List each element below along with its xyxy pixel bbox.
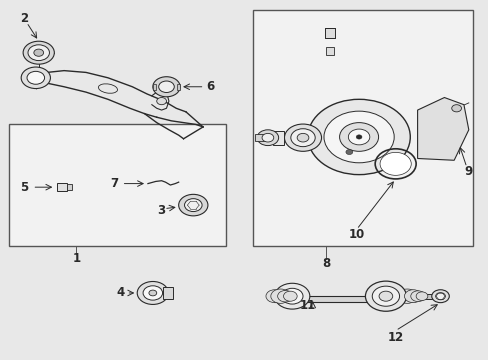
Circle shape <box>262 134 273 142</box>
Bar <box>325 28 334 39</box>
Circle shape <box>184 199 202 212</box>
Text: 8: 8 <box>322 257 330 270</box>
Circle shape <box>451 105 461 112</box>
Bar <box>153 84 156 90</box>
Circle shape <box>284 124 321 151</box>
Circle shape <box>28 45 49 60</box>
Circle shape <box>435 293 445 300</box>
Circle shape <box>281 288 303 304</box>
Circle shape <box>365 281 406 311</box>
Circle shape <box>157 98 166 105</box>
Bar <box>255 134 264 141</box>
Text: 2: 2 <box>20 12 28 25</box>
Bar <box>9 125 225 246</box>
Bar <box>272 131 284 145</box>
Circle shape <box>431 290 448 303</box>
Circle shape <box>345 149 352 154</box>
Circle shape <box>153 77 180 97</box>
Circle shape <box>283 291 297 301</box>
Circle shape <box>27 71 44 84</box>
Text: 6: 6 <box>206 80 214 93</box>
Text: 4: 4 <box>116 287 124 300</box>
Text: 7: 7 <box>109 177 118 190</box>
Ellipse shape <box>98 84 117 93</box>
Circle shape <box>297 134 308 142</box>
Bar <box>177 84 180 90</box>
Circle shape <box>415 292 427 301</box>
Bar <box>253 10 472 246</box>
Circle shape <box>178 194 207 216</box>
Circle shape <box>149 290 157 296</box>
Circle shape <box>257 130 278 145</box>
Bar <box>67 184 72 190</box>
Circle shape <box>378 291 392 301</box>
Circle shape <box>143 286 162 300</box>
Bar <box>422 294 445 299</box>
Circle shape <box>137 282 168 305</box>
Circle shape <box>339 123 378 151</box>
Text: 12: 12 <box>387 330 403 343</box>
Circle shape <box>410 291 425 302</box>
Text: 11: 11 <box>299 299 315 312</box>
Circle shape <box>265 290 283 303</box>
Circle shape <box>371 286 399 306</box>
Circle shape <box>158 81 174 93</box>
Bar <box>273 296 383 302</box>
Polygon shape <box>417 98 468 160</box>
Text: 9: 9 <box>464 165 472 177</box>
Text: 1: 1 <box>72 252 80 265</box>
Text: 5: 5 <box>20 181 28 194</box>
Text: 3: 3 <box>157 204 165 217</box>
Bar <box>326 47 333 55</box>
Circle shape <box>307 99 409 175</box>
Text: 10: 10 <box>348 228 364 241</box>
Circle shape <box>34 49 43 56</box>
Circle shape <box>324 111 393 163</box>
Circle shape <box>277 291 293 302</box>
Bar <box>162 287 173 300</box>
Circle shape <box>21 67 50 89</box>
Circle shape <box>355 135 361 139</box>
Circle shape <box>274 283 309 309</box>
Circle shape <box>290 129 315 147</box>
Circle shape <box>379 152 410 175</box>
Circle shape <box>404 290 421 303</box>
Bar <box>57 183 67 192</box>
Circle shape <box>397 289 416 303</box>
Circle shape <box>347 129 369 145</box>
Circle shape <box>23 41 54 64</box>
Circle shape <box>270 289 290 303</box>
